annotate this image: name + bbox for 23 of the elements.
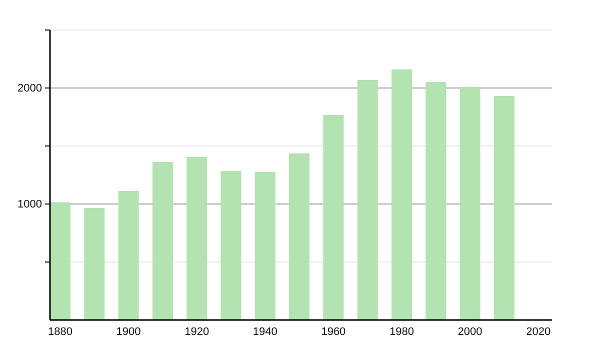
bar <box>391 69 412 320</box>
bar <box>426 82 446 320</box>
y-tick-label: 1000 <box>18 198 42 211</box>
bar <box>50 202 70 320</box>
bar <box>118 191 139 320</box>
bar <box>254 172 276 320</box>
bar <box>323 115 344 320</box>
bar <box>289 153 310 320</box>
bar <box>357 80 378 320</box>
x-tick-label: 1940 <box>252 326 278 338</box>
bar <box>186 157 208 320</box>
x-tick-label: 1920 <box>184 326 210 338</box>
x-tick-label: 2000 <box>458 326 482 338</box>
bar <box>152 162 173 320</box>
bar <box>460 86 480 320</box>
x-tick-label: 1960 <box>321 326 346 338</box>
x-tick-label: 1900 <box>116 326 141 338</box>
x-tick-label: 1980 <box>390 326 414 338</box>
x-tick-label: 1880 <box>48 326 72 338</box>
bar <box>84 208 105 320</box>
x-tick-label: 2020 <box>526 326 551 338</box>
bar <box>494 96 514 320</box>
bar <box>220 171 242 320</box>
